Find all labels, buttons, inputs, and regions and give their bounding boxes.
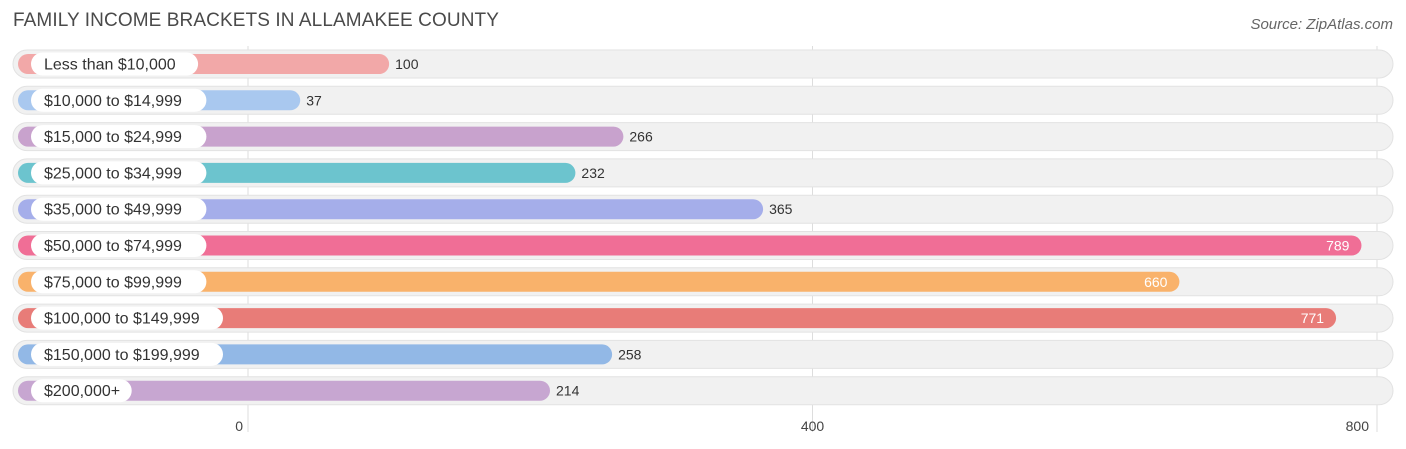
category-pill [31, 52, 199, 76]
value-label: 660 [1144, 274, 1168, 290]
category-pill [31, 161, 207, 185]
category-pill [31, 270, 207, 294]
bar-track [12, 85, 1394, 115]
category-label: $200,000+ [44, 383, 120, 400]
value-label: 771 [1301, 310, 1325, 326]
bar [18, 271, 1180, 292]
category-label: $25,000 to $34,999 [44, 165, 182, 182]
category-label: $15,000 to $24,999 [44, 129, 182, 146]
bar [18, 380, 551, 401]
tick-label: 400 [801, 418, 825, 434]
category-pill [31, 342, 223, 366]
category-label: $35,000 to $49,999 [44, 202, 182, 219]
category-pill [31, 125, 207, 149]
category-label: $100,000 to $149,999 [44, 311, 200, 328]
value-label: 100 [395, 56, 419, 72]
tick-label: 0 [235, 418, 243, 434]
source-label: Source: ZipAtlas.com [1250, 16, 1393, 33]
bar [18, 235, 1362, 256]
category-pill [31, 306, 223, 330]
category-pill [31, 234, 207, 257]
category-pill [31, 379, 132, 403]
value-label: 365 [769, 201, 793, 217]
value-label: 258 [618, 346, 642, 362]
value-label: 232 [581, 165, 605, 181]
category-label: Less than $10,000 [44, 57, 176, 74]
category-pill [31, 88, 207, 112]
category-label: $50,000 to $74,999 [44, 238, 182, 255]
bar [18, 308, 1337, 329]
category-label: $150,000 to $199,999 [44, 347, 200, 364]
value-label: 37 [306, 92, 322, 108]
value-label: 266 [629, 129, 653, 145]
chart-title: FAMILY INCOME BRACKETS IN ALLAMAKEE COUN… [13, 10, 499, 31]
category-label: $10,000 to $14,999 [44, 93, 182, 110]
tick-label: 800 [1346, 418, 1370, 434]
value-label: 789 [1326, 238, 1350, 254]
category-label: $75,000 to $99,999 [44, 274, 182, 291]
value-label: 214 [556, 383, 580, 399]
category-pill [31, 197, 207, 221]
